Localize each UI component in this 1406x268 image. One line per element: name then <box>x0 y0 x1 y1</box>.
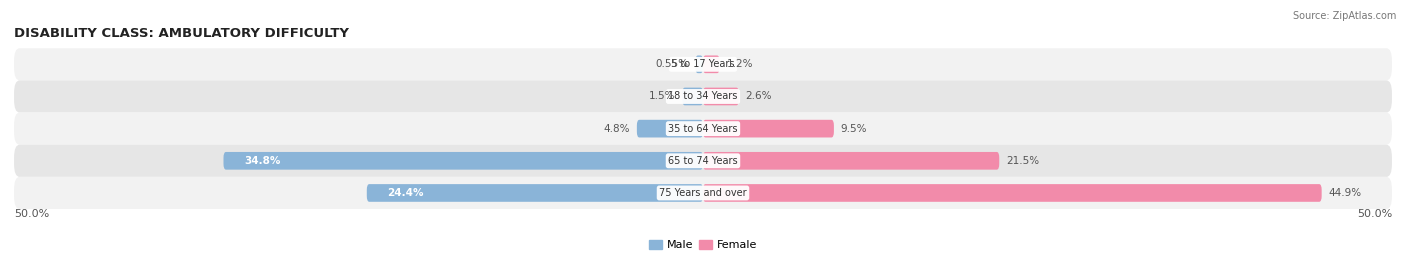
Text: 75 Years and over: 75 Years and over <box>659 188 747 198</box>
Text: 65 to 74 Years: 65 to 74 Years <box>668 156 738 166</box>
FancyBboxPatch shape <box>14 177 1392 209</box>
Text: 18 to 34 Years: 18 to 34 Years <box>668 91 738 102</box>
FancyBboxPatch shape <box>367 184 703 202</box>
Text: 34.8%: 34.8% <box>245 156 281 166</box>
FancyBboxPatch shape <box>682 88 703 105</box>
Text: 35 to 64 Years: 35 to 64 Years <box>668 124 738 134</box>
Text: 24.4%: 24.4% <box>388 188 425 198</box>
FancyBboxPatch shape <box>703 152 1000 170</box>
Text: 1.5%: 1.5% <box>650 91 675 102</box>
FancyBboxPatch shape <box>14 145 1392 177</box>
FancyBboxPatch shape <box>637 120 703 137</box>
Text: 4.8%: 4.8% <box>603 124 630 134</box>
Text: 1.2%: 1.2% <box>727 59 754 69</box>
FancyBboxPatch shape <box>703 120 834 137</box>
Text: DISABILITY CLASS: AMBULATORY DIFFICULTY: DISABILITY CLASS: AMBULATORY DIFFICULTY <box>14 27 349 40</box>
FancyBboxPatch shape <box>703 55 720 73</box>
Text: 9.5%: 9.5% <box>841 124 868 134</box>
Text: 21.5%: 21.5% <box>1007 156 1039 166</box>
FancyBboxPatch shape <box>14 80 1392 113</box>
FancyBboxPatch shape <box>696 55 703 73</box>
FancyBboxPatch shape <box>224 152 703 170</box>
Text: 44.9%: 44.9% <box>1329 188 1361 198</box>
FancyBboxPatch shape <box>703 88 738 105</box>
FancyBboxPatch shape <box>14 113 1392 145</box>
Text: 50.0%: 50.0% <box>14 209 49 219</box>
Text: 2.6%: 2.6% <box>745 91 772 102</box>
Text: Source: ZipAtlas.com: Source: ZipAtlas.com <box>1292 11 1396 21</box>
FancyBboxPatch shape <box>14 48 1392 80</box>
Legend: Male, Female: Male, Female <box>644 236 762 255</box>
Text: 0.55%: 0.55% <box>655 59 689 69</box>
FancyBboxPatch shape <box>703 184 1322 202</box>
Text: 5 to 17 Years: 5 to 17 Years <box>671 59 735 69</box>
Text: 50.0%: 50.0% <box>1357 209 1392 219</box>
